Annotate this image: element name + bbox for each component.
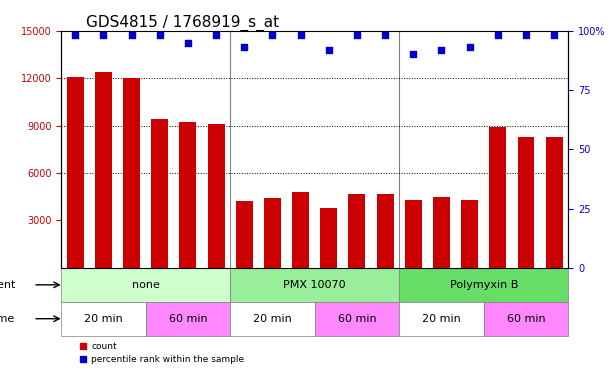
Point (493, 32, 503, 38)
Point (268, 32, 277, 38)
Text: agent: agent (0, 280, 15, 290)
Text: Polymyxin B: Polymyxin B (450, 280, 518, 290)
Bar (95, 72, 112, 268)
Text: GDS4815 / 1768919_s_at: GDS4815 / 1768919_s_at (87, 15, 280, 31)
Point (183, 40, 193, 46)
Bar (484, 302, 568, 336)
Point (296, 32, 306, 38)
Point (126, 32, 136, 38)
Bar (61, 302, 145, 336)
Text: none: none (132, 280, 159, 290)
Bar (399, 268, 568, 302)
Text: 20 min: 20 min (253, 314, 292, 324)
Point (324, 46, 334, 53)
Point (549, 32, 559, 38)
Bar (399, 302, 484, 336)
Bar (461, 200, 478, 268)
Bar (123, 78, 140, 268)
Bar (230, 302, 315, 336)
Text: time: time (0, 314, 15, 324)
Bar (348, 194, 365, 268)
Bar (546, 137, 563, 268)
Text: 20 min: 20 min (422, 314, 461, 324)
Legend: count, percentile rank within the sample: count, percentile rank within the sample (76, 338, 248, 368)
Point (98, 32, 108, 38)
Point (408, 51, 418, 58)
Bar (376, 194, 393, 268)
Text: 20 min: 20 min (84, 314, 123, 324)
Bar (152, 119, 168, 268)
Text: 60 min: 60 min (507, 314, 545, 324)
Point (521, 32, 531, 38)
Bar (264, 198, 281, 268)
Bar (315, 302, 399, 336)
Text: 60 min: 60 min (169, 314, 207, 324)
Bar (236, 202, 253, 268)
Point (436, 46, 446, 53)
Point (380, 32, 390, 38)
Bar (518, 137, 535, 268)
Point (352, 32, 362, 38)
Bar (180, 122, 196, 268)
Text: 60 min: 60 min (338, 314, 376, 324)
Bar (67, 76, 84, 268)
Point (155, 32, 164, 38)
Bar (292, 192, 309, 268)
Bar (230, 268, 399, 302)
Point (240, 44, 249, 50)
Bar (208, 124, 224, 268)
Point (70, 32, 80, 38)
Point (211, 32, 221, 38)
Bar (320, 208, 337, 268)
Point (465, 44, 475, 50)
Bar (489, 127, 507, 268)
Bar (145, 302, 230, 336)
Bar (405, 200, 422, 268)
Bar (61, 268, 230, 302)
Text: PMX 10070: PMX 10070 (284, 280, 346, 290)
Bar (433, 197, 450, 268)
